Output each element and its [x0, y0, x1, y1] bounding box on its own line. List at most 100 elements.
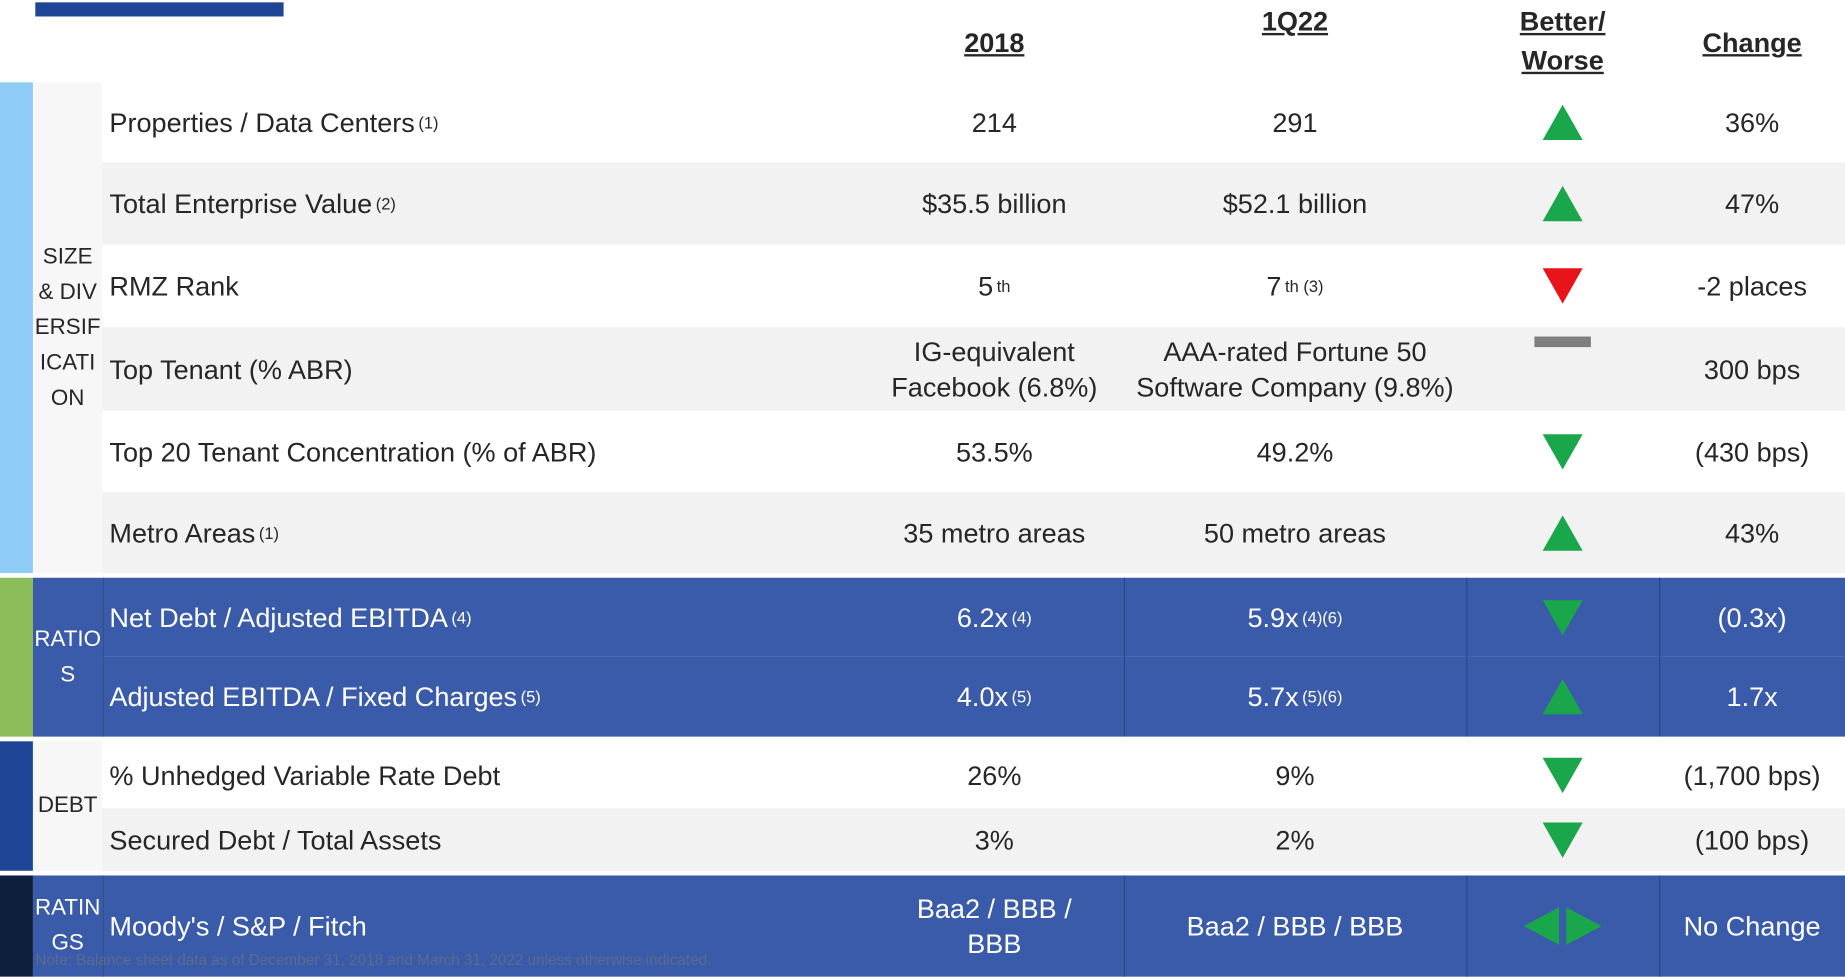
change-cell: (100 bps)	[1659, 808, 1845, 870]
table-row: Top Tenant (% ABR) IG-equivalent Facebook…	[102, 327, 1845, 411]
value-note: (4)(6)	[1302, 607, 1343, 627]
indicator-down	[1542, 821, 1583, 858]
row-label: Top 20 Tenant Concentration (% of ABR)	[109, 411, 862, 492]
indicator-shape	[1542, 185, 1583, 222]
table-row: Metro Areas (1) 35 metro areas 50 metro are…	[102, 491, 1845, 574]
row-label: Adjusted EBITDA / Fixed Charges (5)	[109, 657, 862, 737]
indicator-cell	[1466, 162, 1659, 244]
indicator-cell	[1466, 741, 1659, 808]
value-text: 49.2%	[1256, 435, 1334, 467]
value-text: 35 metro areas	[903, 517, 1086, 548]
indicator-cell	[1466, 327, 1659, 411]
value-text: 50 metro areas	[1203, 517, 1386, 548]
group-label: DEBT	[32, 741, 103, 871]
row-label-text: Secured Debt / Total Assets	[109, 824, 442, 855]
table-row: Top 20 Tenant Concentration (% of ABR) 53…	[102, 410, 1845, 492]
value-text: 7	[1266, 270, 1282, 302]
change-cell: 300 bps	[1659, 327, 1845, 411]
value-cell: 26%	[865, 741, 1124, 808]
group-label-text: RATINGS	[34, 895, 101, 956]
group-label-text: DEBT	[37, 793, 98, 818]
value-cell: 214	[865, 82, 1124, 162]
change-text: (1,700 bps)	[1683, 759, 1821, 791]
indicator-cell	[1466, 245, 1659, 327]
value-cell: 6.2x (4)	[865, 578, 1124, 657]
value-cell: 5.9x (4)(6)	[1124, 578, 1466, 657]
value-text: 214	[971, 107, 1017, 138]
value-text: IG-equivalent Facebook (6.8%)	[891, 335, 1098, 402]
value-text: 5	[978, 270, 994, 302]
column-header: Better/ Worse	[1519, 5, 1606, 76]
indicator-cell	[1466, 875, 1659, 976]
indicator-cell	[1466, 492, 1659, 573]
column-header: 2018	[964, 27, 1025, 58]
indicator-shape	[1542, 599, 1583, 635]
row-label: Metro Areas (1)	[109, 492, 862, 573]
value-text: 6.2x	[956, 601, 1009, 633]
table-row: Properties / Data Centers (1) 214 291 36%	[102, 82, 1845, 163]
row-label: Properties / Data Centers (1)	[109, 82, 862, 162]
row-label: Net Debt / Adjusted EBITDA (4)	[109, 578, 862, 657]
change-text: (430 bps)	[1694, 435, 1810, 467]
value-cell: 35 metro areas	[865, 492, 1124, 573]
indicator-shape	[1542, 821, 1583, 858]
indicator-shape	[1566, 907, 1602, 945]
value-text: $35.5 billion	[922, 188, 1067, 219]
value-text: 291	[1272, 107, 1318, 138]
value-cell: 5.7x (5)(6)	[1124, 657, 1466, 737]
value-cell: 4.0x (5)	[865, 657, 1124, 737]
value-text: 2%	[1275, 824, 1315, 855]
row-label-note: (1)	[258, 523, 280, 542]
value-text: AAA-rated Fortune 50 Software Company (9…	[1136, 335, 1454, 402]
table-row: Adjusted EBITDA / Fixed Charges (5) 4.0x (5…	[102, 656, 1845, 737]
column-header: Change	[1702, 27, 1802, 58]
value-text: 4.0x	[956, 681, 1009, 712]
indicator-shape	[1534, 336, 1591, 348]
group-label-text: RATIOS	[34, 626, 101, 687]
indicator-up	[1542, 185, 1583, 222]
row-label-note: (1)	[418, 112, 439, 132]
value-cell: 291	[1124, 82, 1466, 162]
indicator-shape	[1542, 104, 1583, 141]
change-text: 300 bps	[1703, 353, 1801, 385]
change-cell: 43%	[1659, 492, 1845, 573]
change-text: No Change	[1683, 910, 1821, 942]
value-text: Baa2 / BBB / BBB	[916, 893, 1072, 960]
row-label: Total Enterprise Value (2)	[109, 162, 862, 244]
row-label-text: Adjusted EBITDA / Fixed Charges	[109, 681, 518, 712]
indicator-shape	[1542, 678, 1583, 715]
row-label: Secured Debt / Total Assets	[109, 808, 862, 870]
indicator-up	[1542, 104, 1583, 141]
value-text: 3%	[974, 824, 1014, 855]
change-text: (100 bps)	[1694, 824, 1810, 855]
indicator-both	[1523, 907, 1602, 945]
table-row: % Unhedged Variable Rate Debt 26% 9% (1,700…	[102, 741, 1845, 809]
value-cell: AAA-rated Fortune 50 Software Company (9…	[1124, 327, 1466, 411]
indicator-cell	[1466, 411, 1659, 492]
value-text: 26%	[967, 759, 1022, 791]
value-note: (5)	[1011, 687, 1032, 707]
group-label: RATIOS	[32, 577, 103, 737]
row-label-text: Top 20 Tenant Concentration (% of ABR)	[109, 435, 597, 467]
value-note: th	[996, 276, 1011, 296]
column-separator	[1466, 577, 1468, 737]
row-label-text: Net Debt / Adjusted EBITDA	[109, 601, 448, 633]
value-cell: 53.5%	[865, 411, 1124, 492]
column-separator	[1466, 875, 1468, 977]
value-note: (5)(6)	[1302, 687, 1343, 707]
value-cell: IG-equivalent Facebook (6.8%)	[865, 327, 1124, 411]
row-label-text: Top Tenant (% ABR)	[109, 353, 353, 385]
group-strip	[0, 577, 33, 737]
change-text: 43%	[1725, 517, 1780, 548]
indicator-shape	[1542, 514, 1583, 551]
indicator-down	[1542, 268, 1583, 304]
footnote: Note: Balance sheet data as of December …	[35, 950, 712, 969]
group-strip	[0, 741, 33, 871]
value-text: 53.5%	[955, 435, 1033, 467]
indicator-down	[1542, 599, 1583, 635]
table-row: Secured Debt / Total Assets 3% 2% (100 bps)	[102, 808, 1845, 871]
